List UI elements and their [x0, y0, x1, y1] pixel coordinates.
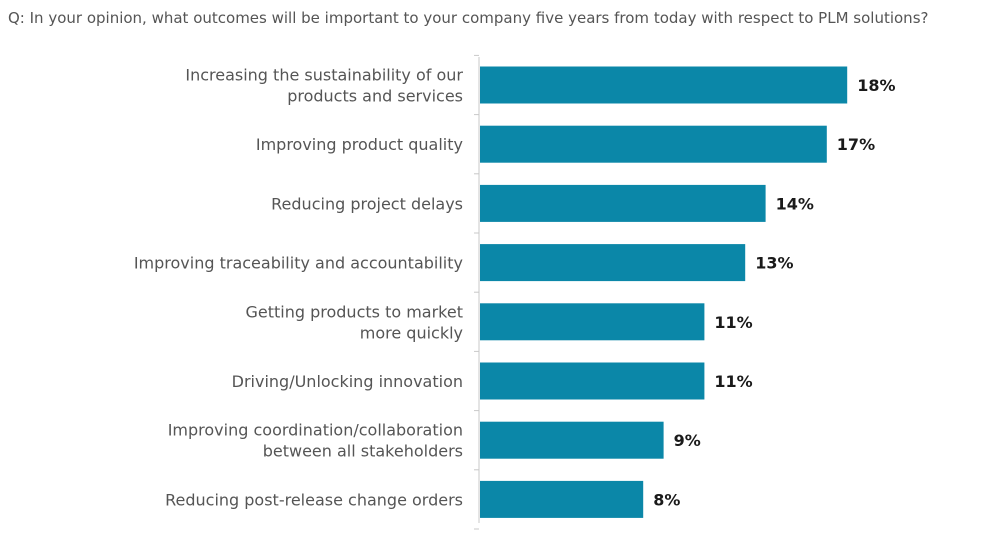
- bar: [480, 125, 827, 163]
- category-label: Reducing project delays: [271, 194, 463, 213]
- category-label: Improving traceability and accountabilit…: [134, 254, 463, 273]
- category-label-line: Reducing post-release change orders: [165, 490, 463, 509]
- category-label-line: Increasing the sustainability of our: [185, 66, 463, 85]
- value-label: 9%: [674, 431, 701, 450]
- category-label-line: Driving/Unlocking innovation: [232, 372, 463, 391]
- value-label: 13%: [755, 254, 793, 273]
- category-label: Improving product quality: [256, 135, 463, 154]
- category-label-line: Improving coordination/collaboration: [168, 421, 463, 440]
- bar: [480, 362, 705, 400]
- value-label: 17%: [837, 135, 875, 154]
- value-label: 14%: [776, 194, 814, 213]
- category-label-line: Improving traceability and accountabilit…: [134, 254, 463, 273]
- value-label: 11%: [714, 372, 752, 391]
- value-label: 18%: [857, 76, 895, 95]
- bar: [480, 184, 766, 222]
- category-label: Reducing post-release change orders: [165, 490, 463, 509]
- bar: [480, 421, 664, 459]
- category-label-line: Improving product quality: [256, 135, 463, 154]
- category-label: Increasing the sustainability of our prod…: [185, 66, 463, 106]
- bar: [480, 480, 644, 518]
- category-label: Improving coordination/collaboration betw…: [168, 421, 463, 461]
- category-label: Driving/Unlocking innovation: [232, 372, 463, 391]
- bar: [480, 66, 848, 104]
- value-label: 8%: [653, 490, 680, 509]
- category-label: Getting products to market more quickly: [245, 302, 463, 342]
- category-label-line: Getting products to market: [245, 302, 463, 321]
- value-label: 11%: [714, 313, 752, 332]
- bar: [480, 303, 705, 341]
- category-label-line: more quickly: [360, 323, 463, 342]
- category-label-line: Reducing project delays: [271, 194, 463, 213]
- question-text: Q: In your opinion, what outcomes will b…: [8, 9, 929, 27]
- category-label-line: between all stakeholders: [263, 442, 463, 461]
- bar: [480, 244, 746, 282]
- category-label-line: products and services: [287, 87, 463, 106]
